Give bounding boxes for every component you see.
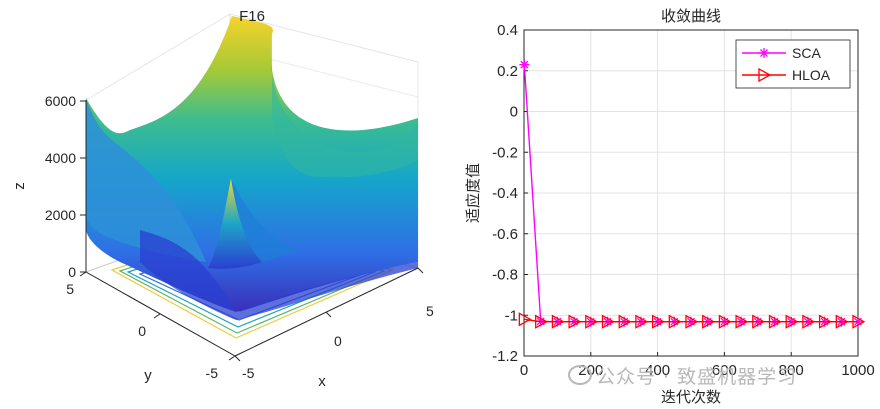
y-tick-label: 0 — [510, 104, 518, 121]
legend-box — [735, 39, 851, 89]
legend-label: SCA — [792, 45, 821, 61]
data-point-hloa — [785, 314, 799, 329]
y-tick-label: -0.2 — [492, 144, 518, 161]
z-axis-label: z — [11, 182, 28, 190]
y-tick-label: 0.4 — [497, 22, 518, 39]
x-axis-label: 迭代次数 — [661, 389, 721, 406]
legend-label: HLOA — [792, 67, 831, 83]
x-axis: -5 0 5 x — [234, 267, 434, 390]
x-tick-label: 0 — [520, 362, 528, 379]
data-point-hloa — [585, 314, 599, 329]
data-point-hloa — [702, 314, 716, 329]
chart-title: 收敛曲线 — [661, 8, 721, 25]
x-tick-label: -5 — [242, 365, 255, 381]
wechat-icon — [568, 365, 592, 385]
legend: SCA HLOA — [735, 39, 851, 89]
y-tick-label: -0.4 — [492, 185, 518, 202]
legend-marker — [758, 67, 772, 83]
z-tick-label: 0 — [68, 264, 76, 280]
surface-title: F16 — [239, 8, 265, 25]
z-axis: 0 2000 4000 6000 z — [11, 93, 87, 280]
convergence-chart: 0 200 400 600 800 1000-1.2-1-0.8-0.6-0.4-0.20… — [464, 8, 875, 406]
legend-marker — [759, 48, 769, 58]
y-tick-label: -1 — [505, 307, 518, 324]
x-axis-label: x — [318, 373, 326, 390]
y-axis-label: y — [144, 367, 152, 384]
z-tick-label: 4000 — [45, 150, 76, 166]
x-tick-label: 1000 — [841, 362, 874, 379]
series — [518, 59, 866, 329]
y-tick-label: -0.6 — [492, 226, 518, 243]
z-tick-label: 6000 — [45, 93, 76, 109]
x-tick-label: 600 — [712, 362, 737, 379]
y-tick-label: -1.2 — [492, 348, 518, 365]
data-point-hloa — [818, 314, 832, 329]
data-point-hloa — [635, 314, 649, 329]
data-point-hloa — [718, 314, 732, 329]
data-point-hloa — [535, 314, 549, 329]
data-point-hloa — [802, 314, 816, 329]
data-point-hloa — [735, 314, 749, 329]
y-tick-label: -0.8 — [492, 267, 518, 284]
y-axis: 5 0 -5 y — [66, 271, 236, 384]
data-point-hloa — [835, 314, 849, 329]
data-point-hloa — [518, 312, 532, 327]
y-tick-label: 0 — [138, 323, 146, 339]
surface-mesh — [86, 16, 418, 320]
data-point-hloa — [852, 314, 866, 329]
data-point-hloa — [551, 314, 565, 329]
data-point-hloa — [568, 314, 582, 329]
y-tick-label: -5 — [206, 365, 219, 381]
data-point-hloa — [618, 314, 632, 329]
data-point-hloa — [768, 314, 782, 329]
data-point-sca — [519, 59, 530, 70]
data-point-hloa — [601, 314, 615, 329]
data-point-hloa — [651, 314, 665, 329]
surface-plot: 0 2000 4000 6000 z 5 0 -5 y -5 0 5 x F16 — [11, 8, 434, 390]
watermark: 公众号 · 致盛机器学习 — [568, 362, 797, 389]
y-axis-label: 适应度值 — [464, 163, 482, 223]
x-tick-label: 0 — [334, 333, 342, 349]
y-tick-label: 0.2 — [497, 63, 518, 80]
data-point-hloa — [685, 314, 699, 329]
watermark-text: 公众号 · 致盛机器学习 — [596, 366, 798, 388]
x-tick-label: 800 — [779, 362, 804, 379]
y-tick-label: 5 — [66, 281, 74, 297]
z-tick-label: 2000 — [45, 207, 76, 223]
data-point-hloa — [668, 314, 682, 329]
x-tick-label: 400 — [645, 362, 670, 379]
x-tick-label: 5 — [426, 303, 434, 319]
ticks: 0 200 400 600 800 1000-1.2-1-0.8-0.6-0.4-0.20… — [492, 22, 875, 379]
data-point-hloa — [752, 314, 766, 329]
